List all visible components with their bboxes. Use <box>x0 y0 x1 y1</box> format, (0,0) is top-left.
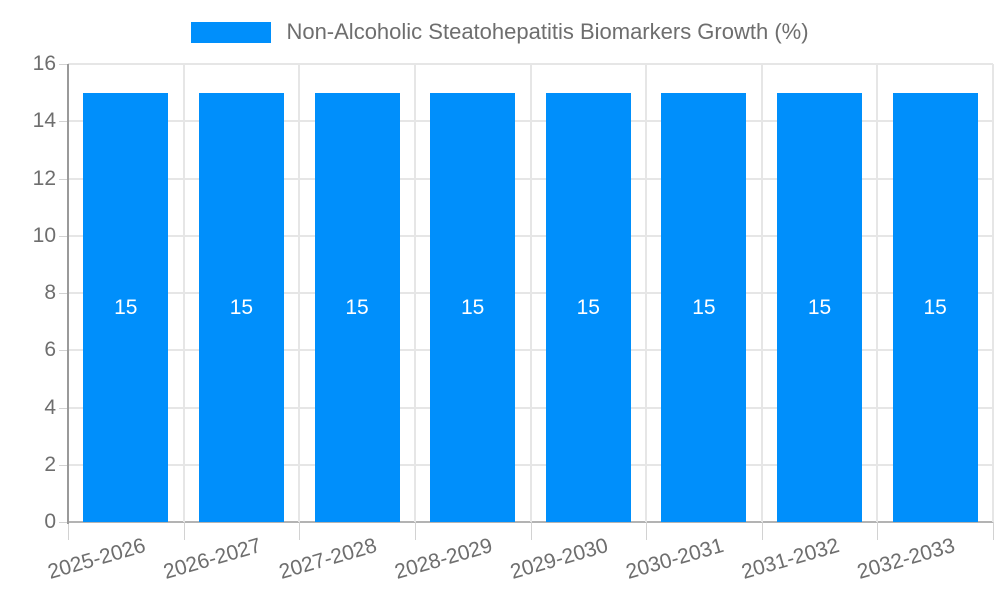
bar-value-label: 15 <box>807 295 832 319</box>
y-axis-line <box>67 64 69 524</box>
bar[interactable]: 15 <box>545 92 631 522</box>
bar-value-label: 15 <box>692 295 716 319</box>
y-tick-label: 4 <box>44 395 56 419</box>
gridline-vertical <box>298 64 301 522</box>
legend[interactable]: Non-Alcoholic Steatohepatitis Biomarkers… <box>0 14 1000 50</box>
gridline-vertical <box>182 64 185 522</box>
legend-label: Non-Alcoholic Steatohepatitis Biomarkers… <box>286 19 809 44</box>
legend-swatch <box>191 21 272 43</box>
x-axis-tick <box>183 522 185 540</box>
bar[interactable]: 15 <box>430 92 516 522</box>
y-axis-tick <box>59 178 68 180</box>
gridline-vertical <box>645 64 648 522</box>
bar[interactable]: 15 <box>777 92 863 522</box>
bar-value-label: 15 <box>923 295 947 319</box>
bar-value-label: 15 <box>461 295 485 319</box>
bar[interactable]: 15 <box>198 92 284 522</box>
y-tick-label: 14 <box>32 109 56 133</box>
y-tick-label: 2 <box>44 452 56 476</box>
bar[interactable]: 15 <box>83 92 169 522</box>
gridline-vertical <box>876 64 879 522</box>
x-axis-tick <box>299 522 301 540</box>
bar[interactable]: 15 <box>892 92 978 522</box>
y-tick-label: 8 <box>44 281 56 304</box>
bar-value-label: 15 <box>114 295 138 319</box>
y-axis-tick <box>59 407 68 409</box>
y-tick-label: 6 <box>44 338 56 362</box>
y-tick-label: 12 <box>32 166 56 190</box>
x-axis-tick <box>646 522 648 540</box>
x-axis-tick <box>414 522 416 540</box>
x-axis-tick <box>877 522 879 540</box>
gridline-vertical <box>529 64 532 522</box>
y-axis-tick <box>59 64 68 65</box>
y-tick-label: 10 <box>32 223 56 247</box>
y-axis-tick <box>59 350 68 352</box>
bar[interactable]: 15 <box>314 92 400 522</box>
y-axis-tick <box>59 522 68 523</box>
y-axis-tick <box>59 235 68 237</box>
gridline-vertical <box>413 64 416 522</box>
y-axis-tick <box>59 464 68 466</box>
bar-value-label: 15 <box>229 295 254 319</box>
bar-value-label: 15 <box>345 295 369 319</box>
y-axis-tick <box>59 121 68 123</box>
bar[interactable]: 15 <box>661 92 747 522</box>
x-axis-tick <box>993 522 994 540</box>
x-axis-tick <box>68 522 69 540</box>
gridline-vertical <box>760 64 763 522</box>
y-axis-tick <box>59 293 68 294</box>
y-tick-label: 16 <box>32 52 56 75</box>
bar-value-label: 15 <box>576 295 600 319</box>
y-tick-label: 0 <box>44 510 56 533</box>
x-axis-tick <box>761 522 763 540</box>
x-axis-tick <box>530 522 532 540</box>
gridline-vertical <box>992 64 994 522</box>
